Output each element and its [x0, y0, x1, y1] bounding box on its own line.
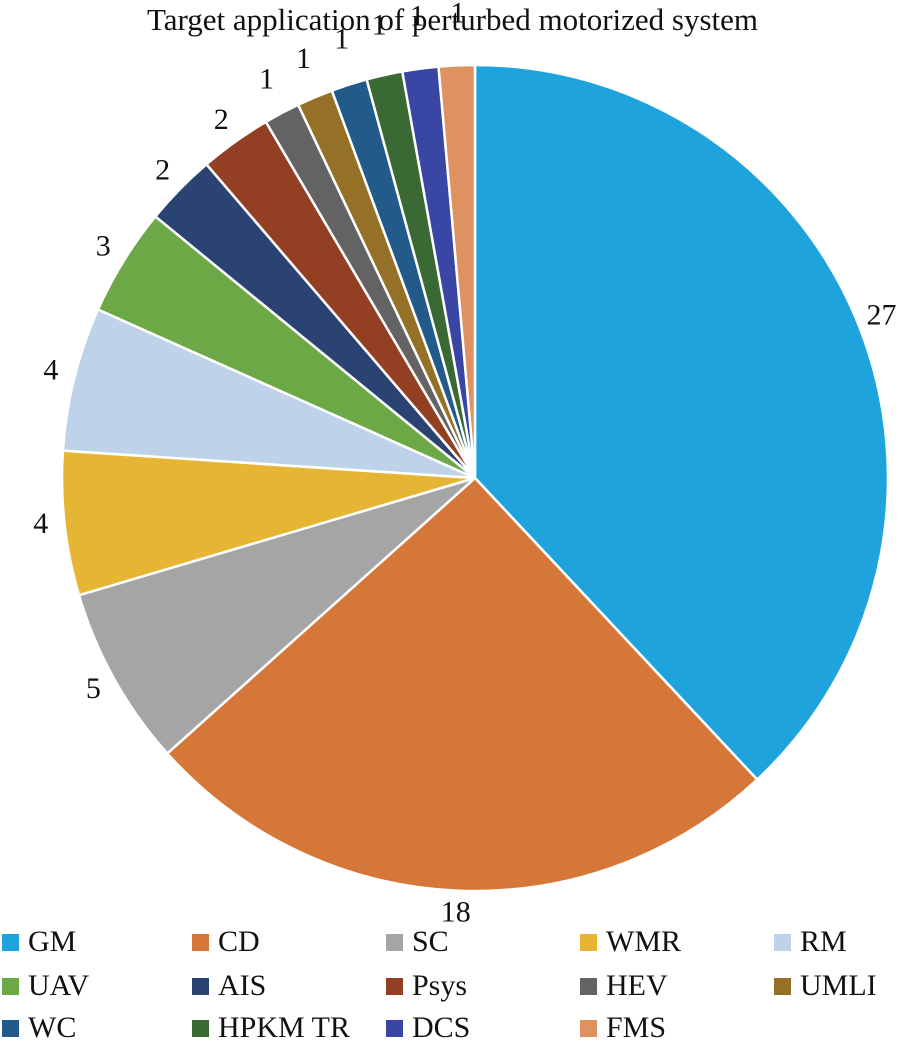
legend-swatch [386, 977, 403, 995]
legend-swatch [580, 977, 597, 995]
legend-swatch [386, 1019, 403, 1037]
legend-label: FMS [606, 1011, 667, 1044]
legend-item-rm: RM [774, 922, 847, 962]
legend-item-uav: UAV [2, 966, 89, 1006]
legend-label: UMLI [800, 969, 877, 1002]
legend-label: WC [28, 1011, 77, 1044]
legend-item-wc: WC [2, 1008, 76, 1048]
pie-slice-wmr [60, 449, 477, 597]
legend-swatch [192, 977, 209, 995]
legend-label: HEV [606, 969, 668, 1002]
legend-swatch [2, 933, 19, 951]
legend-label: WMR [606, 925, 681, 958]
data-label-hev: 1 [259, 63, 274, 96]
data-label-uav: 3 [96, 229, 111, 262]
legend-label: UAV [28, 969, 90, 1002]
data-label-fms: 1 [450, 0, 465, 29]
legend-label: GM [28, 925, 77, 958]
chart-title: Target application of perturbed motorize… [146, 2, 759, 37]
legend-item-ais: AIS [192, 966, 266, 1006]
legend-label: HPKM TR [218, 1011, 350, 1044]
pie-slices [60, 63, 890, 893]
legend-label: SC [412, 925, 449, 958]
legend-label: RM [800, 925, 847, 958]
legend-item-gm: GM [2, 922, 76, 962]
legend-label: Psys [412, 969, 468, 1002]
data-label-cd: 18 [441, 895, 471, 928]
data-label-rm: 4 [43, 354, 58, 387]
legend-swatch [192, 1019, 209, 1037]
pie-slice-rm [61, 308, 477, 480]
pie-slice-sc [77, 476, 477, 755]
data-label-gm: 27 [867, 298, 897, 331]
legend-label: CD [218, 925, 260, 958]
legend-item-hev: HEV [580, 966, 668, 1006]
data-label-dcs: 1 [410, 0, 425, 33]
legend-item-dcs: DCS [386, 1008, 470, 1048]
data-label-wc: 1 [334, 23, 349, 56]
legend-swatch [580, 933, 597, 951]
data-label-umli: 1 [296, 42, 311, 75]
pie-slice-cd [166, 476, 759, 893]
legend-swatch [386, 933, 403, 951]
data-label-hpkm-tr: 1 [372, 9, 387, 42]
legend-label: AIS [218, 969, 267, 1002]
legend-item-wmr: WMR [580, 922, 681, 962]
data-label-ais: 2 [155, 153, 170, 186]
legend-item-umli: UMLI [774, 966, 877, 1006]
pie-slice-gm [473, 63, 890, 781]
legend-swatch [192, 933, 209, 951]
legend-swatch [774, 933, 791, 951]
data-label-wmr: 4 [33, 507, 48, 540]
legend-swatch [2, 977, 19, 995]
legend-item-fms: FMS [580, 1008, 666, 1048]
data-label-sc: 5 [86, 672, 101, 705]
legend-item-sc: SC [386, 922, 449, 962]
legend-label: DCS [412, 1011, 471, 1044]
legend-item-hpkm-tr: HPKM TR [192, 1008, 350, 1048]
legend-item-psys: Psys [386, 966, 467, 1006]
legend-swatch [580, 1019, 597, 1037]
legend: GM CD SC WMR RM UAV AIS Psys HEV UMLI WC HPKM TR DCS… [0, 922, 905, 1050]
legend-swatch [774, 977, 791, 995]
legend-swatch [2, 1019, 19, 1037]
pie-slice-fms [437, 63, 477, 480]
data-label-psys: 2 [214, 103, 229, 136]
legend-item-cd: CD [192, 922, 260, 962]
